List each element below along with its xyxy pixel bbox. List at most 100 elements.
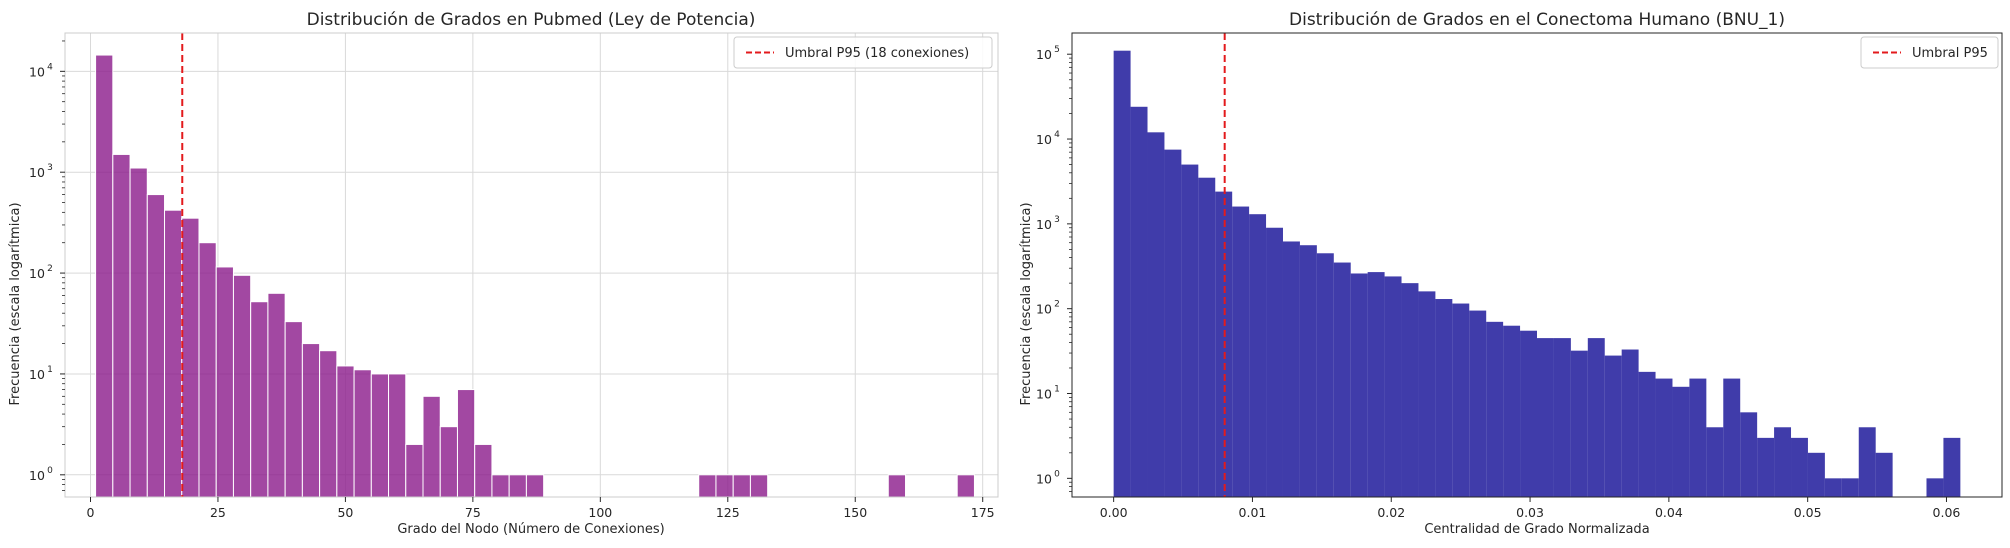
y-tick-exponent: 5 bbox=[1054, 45, 1060, 55]
histogram-bar bbox=[1655, 378, 1673, 497]
histogram-bar bbox=[336, 365, 355, 498]
histogram-bar bbox=[198, 242, 217, 498]
histogram-bar bbox=[1520, 330, 1537, 497]
histogram-bar bbox=[1774, 427, 1792, 497]
x-tick-label: 150 bbox=[843, 505, 867, 520]
histogram-bar bbox=[1452, 303, 1470, 497]
chart-title: Distribución de Grados en el Conectoma H… bbox=[1289, 10, 1785, 30]
legend-box bbox=[1860, 36, 1999, 69]
histogram-bar bbox=[1723, 378, 1741, 497]
histogram-bar bbox=[474, 443, 493, 498]
histogram-bar bbox=[146, 194, 166, 498]
y-tick-label: 10 bbox=[1036, 302, 1052, 317]
histogram-bar bbox=[956, 474, 975, 498]
y-tick-exponent: 1 bbox=[47, 365, 53, 375]
x-tick-label: 0.06 bbox=[1933, 505, 1961, 520]
histogram-bar bbox=[1435, 299, 1453, 497]
histogram-bars bbox=[95, 54, 975, 498]
histogram-bar bbox=[1232, 206, 1250, 497]
histogram-bar bbox=[267, 292, 286, 498]
histogram-bar bbox=[1638, 371, 1656, 497]
histogram-bar bbox=[1266, 227, 1283, 498]
histogram-bar bbox=[301, 343, 321, 498]
plot-frame bbox=[1071, 32, 2003, 498]
legend: Umbral P95 (18 conexiones) bbox=[733, 36, 993, 69]
x-tick-label: 0 bbox=[87, 505, 95, 520]
histogram-bar bbox=[1604, 355, 1622, 497]
histogram-bar bbox=[491, 474, 510, 498]
histogram-bar bbox=[129, 167, 148, 498]
histogram-bar bbox=[1587, 338, 1605, 497]
y-tick-exponent: 4 bbox=[47, 62, 53, 72]
histogram-bar bbox=[1316, 253, 1334, 497]
histogram-bar bbox=[1841, 478, 1859, 497]
y-axis-label: Frecuencia (escala logarítmica) bbox=[8, 202, 23, 405]
histogram-bar bbox=[1469, 310, 1487, 497]
histogram-bar bbox=[1299, 245, 1317, 497]
y-tick-exponent: 2 bbox=[1054, 300, 1060, 310]
histogram-bar bbox=[1147, 132, 1165, 497]
legend-threshold-label: Umbral P95 bbox=[1912, 46, 1988, 61]
x-tick-label: 175 bbox=[971, 505, 995, 520]
histogram-bar bbox=[164, 209, 183, 498]
histogram-bar bbox=[1333, 262, 1351, 497]
histogram-bar bbox=[1401, 283, 1419, 497]
x-tick-label: 0.03 bbox=[1516, 505, 1544, 520]
histogram-bar bbox=[1689, 378, 1707, 497]
y-tick-label: 10 bbox=[1036, 471, 1052, 486]
histogram-bar bbox=[1249, 214, 1267, 497]
histogram-bar bbox=[388, 373, 407, 498]
histogram-bar bbox=[215, 266, 234, 498]
histogram-bars bbox=[1113, 50, 1961, 498]
histogram-bar bbox=[1130, 106, 1148, 498]
y-tick-label: 10 bbox=[29, 64, 45, 79]
histogram-bar bbox=[1858, 427, 1876, 497]
x-tick-label: 0.04 bbox=[1655, 505, 1683, 520]
histogram-bar bbox=[1367, 272, 1385, 497]
histogram-bar bbox=[1706, 427, 1724, 497]
legend: Umbral P95 bbox=[1860, 36, 1999, 69]
connectome-degree-chart: Distribución de Grados en el Conectoma H… bbox=[1019, 10, 2003, 537]
x-axis-ticks: 0 25 50 75 100 125 150 175 bbox=[87, 497, 995, 520]
y-tick-exponent: 0 bbox=[1054, 469, 1060, 479]
x-tick-label: 0.01 bbox=[1239, 505, 1267, 520]
histogram-bar bbox=[732, 474, 751, 498]
y-tick-label: 10 bbox=[1036, 47, 1052, 62]
histogram-bar bbox=[1757, 437, 1775, 497]
x-tick-label: 50 bbox=[337, 505, 353, 520]
histogram-bar bbox=[715, 474, 734, 498]
y-tick-label: 10 bbox=[29, 367, 45, 382]
x-axis-label: Grado del Nodo (Número de Conexiones) bbox=[397, 522, 664, 537]
y-tick-label: 10 bbox=[29, 468, 45, 483]
histogram-bar bbox=[1198, 177, 1216, 497]
histogram-bar bbox=[1113, 50, 1131, 497]
pubmed-degree-chart: Distribución de Grados en Pubmed (Ley de… bbox=[8, 10, 999, 537]
x-tick-label: 0.02 bbox=[1377, 505, 1405, 520]
x-axis-label: Centralidad de Grado Normalizada bbox=[1424, 522, 1649, 537]
x-axis-ticks: 0.00 0.01 0.02 0.03 0.04 0.05 0.06 bbox=[1100, 497, 1961, 520]
histogram-bar bbox=[1384, 276, 1402, 497]
histogram-bar bbox=[1570, 350, 1588, 497]
histogram-bar bbox=[250, 301, 269, 498]
histogram-bar bbox=[1418, 291, 1436, 497]
histogram-bar bbox=[1807, 452, 1825, 497]
y-tick-label: 10 bbox=[1036, 387, 1052, 402]
histogram-bar bbox=[1553, 338, 1571, 497]
histogram-bar bbox=[284, 321, 303, 498]
y-tick-exponent: 0 bbox=[47, 466, 53, 476]
legend-threshold-label: Umbral P95 (18 conexiones) bbox=[785, 46, 969, 61]
x-tick-label: 75 bbox=[465, 505, 481, 520]
histogram-bar bbox=[698, 474, 717, 498]
y-axis-label: Frecuencia (escala logarítmica) bbox=[1019, 202, 1034, 405]
histogram-bar bbox=[353, 369, 372, 498]
histogram-bar bbox=[1486, 321, 1504, 497]
histogram-bar bbox=[319, 350, 338, 498]
y-tick-label: 10 bbox=[29, 266, 45, 281]
chart-title: Distribución de Grados en Pubmed (Ley de… bbox=[307, 10, 756, 30]
histogram-bar bbox=[1875, 452, 1893, 497]
x-tick-label: 125 bbox=[716, 505, 740, 520]
y-tick-exponent: 3 bbox=[1054, 215, 1060, 225]
plot-frame bbox=[64, 32, 999, 498]
x-tick-label: 0.05 bbox=[1794, 505, 1822, 520]
